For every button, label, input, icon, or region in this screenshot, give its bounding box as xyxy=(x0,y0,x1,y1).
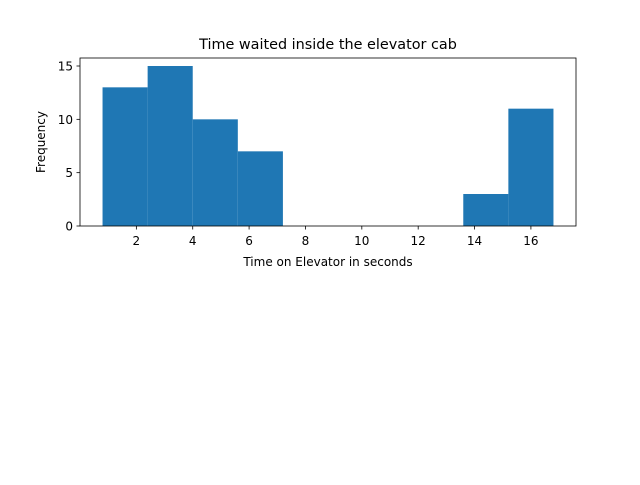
x-tick-label: 16 xyxy=(523,234,538,248)
x-tick-label: 4 xyxy=(189,234,197,248)
y-tick-label: 5 xyxy=(65,166,73,180)
histogram-bar-2 xyxy=(192,119,238,226)
plot-frame xyxy=(79,57,577,227)
ticks-layer: 2 4 6 8 10 12 14 16 0 5 10 15 xyxy=(58,60,539,249)
x-tick-label: 10 xyxy=(354,234,369,248)
y-tick-label: 10 xyxy=(58,113,73,127)
y-tick-label: 0 xyxy=(65,220,73,234)
x-tick-label: 6 xyxy=(245,234,253,248)
x-tick-label: 8 xyxy=(302,234,310,248)
x-axis-label: Time on Elevator in seconds xyxy=(242,255,412,269)
x-tick-label: 2 xyxy=(133,234,141,248)
histogram-bar-1 xyxy=(147,66,193,226)
x-tick-label: 14 xyxy=(467,234,482,248)
bars-layer xyxy=(102,66,554,226)
histogram-bar-3 xyxy=(237,151,283,226)
histogram-bar-0 xyxy=(102,87,148,226)
y-axis-label: Frequency xyxy=(34,111,48,173)
histogram-bar-8 xyxy=(463,194,509,226)
histogram-bar-9 xyxy=(508,108,554,226)
y-tick-label: 15 xyxy=(58,60,73,74)
x-tick-label: 12 xyxy=(411,234,426,248)
chart-title: Time waited inside the elevator cab xyxy=(198,37,457,53)
